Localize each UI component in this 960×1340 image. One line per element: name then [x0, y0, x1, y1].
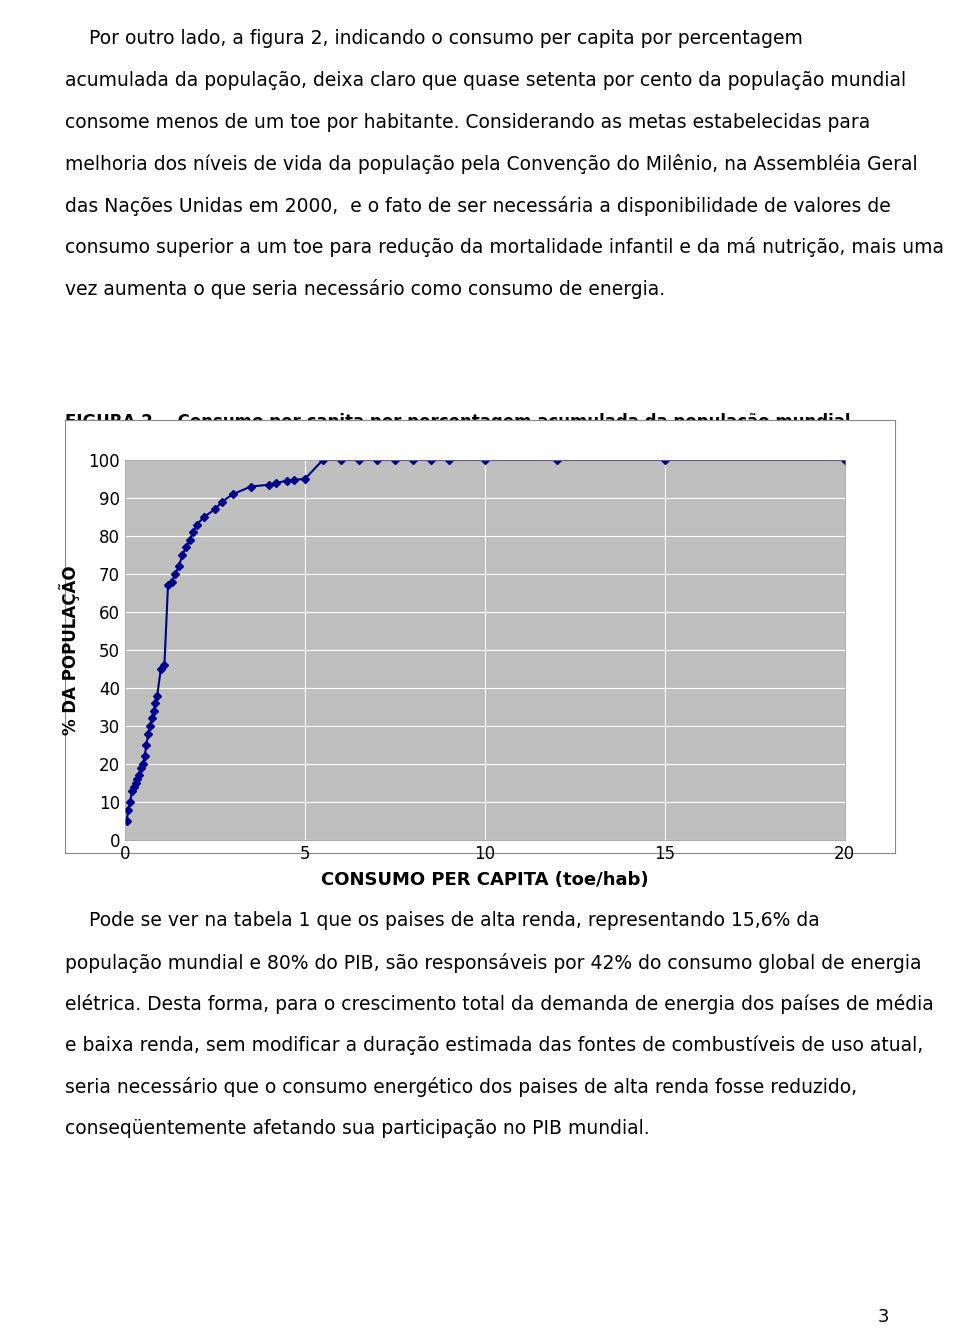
- Text: vez aumenta o que seria necessário como consumo de energia.: vez aumenta o que seria necessário como …: [65, 279, 665, 299]
- Text: e baixa renda, sem modificar a duração estimada das fontes de combustíveis de us: e baixa renda, sem modificar a duração e…: [65, 1036, 924, 1056]
- Text: FIGURA 2 .- Consumo per capita por percentagem acumulada da população mundial: FIGURA 2 .- Consumo per capita por perce…: [65, 413, 851, 431]
- Text: Por outro lado, a figura 2, indicando o consumo per capita por percentagem: Por outro lado, a figura 2, indicando o …: [65, 29, 804, 48]
- Text: das Nações Unidas em 2000,  e o fato de ser necessária a disponibilidade de valo: das Nações Unidas em 2000, e o fato de s…: [65, 196, 891, 216]
- Text: consumo superior a um toe para redução da mortalidade infantil e da má nutrição,: consumo superior a um toe para redução d…: [65, 237, 945, 257]
- Text: população mundial e 80% do PIB, são responsáveis por 42% do consumo global de en: população mundial e 80% do PIB, são resp…: [65, 953, 922, 973]
- Text: seria necessário que o consumo energético dos paises de alta renda fosse reduzid: seria necessário que o consumo energétic…: [65, 1077, 857, 1097]
- Text: 3: 3: [877, 1308, 889, 1325]
- Text: acumulada da população, deixa claro que quase setenta por cento da população mun: acumulada da população, deixa claro que …: [65, 71, 906, 90]
- Text: elétrica. Desta forma, para o crescimento total da demanda de energia dos países: elétrica. Desta forma, para o cresciment…: [65, 994, 934, 1014]
- Text: Pode se ver na tabela 1 que os paises de alta renda, representando 15,6% da: Pode se ver na tabela 1 que os paises de…: [65, 911, 820, 930]
- X-axis label: CONSUMO PER CAPITA (toe/hab): CONSUMO PER CAPITA (toe/hab): [321, 871, 649, 890]
- Text: conseqüentemente afetando sua participação no PIB mundial.: conseqüentemente afetando sua participaç…: [65, 1119, 650, 1138]
- Text: melhoria dos níveis de vida da população pela Convenção do Milênio, na Assembléi: melhoria dos níveis de vida da população…: [65, 154, 918, 174]
- Y-axis label: % DA POPULAÇÃO: % DA POPULAÇÃO: [59, 565, 80, 734]
- Text: consome menos de um toe por habitante. Considerando as metas estabelecidas para: consome menos de um toe por habitante. C…: [65, 113, 871, 131]
